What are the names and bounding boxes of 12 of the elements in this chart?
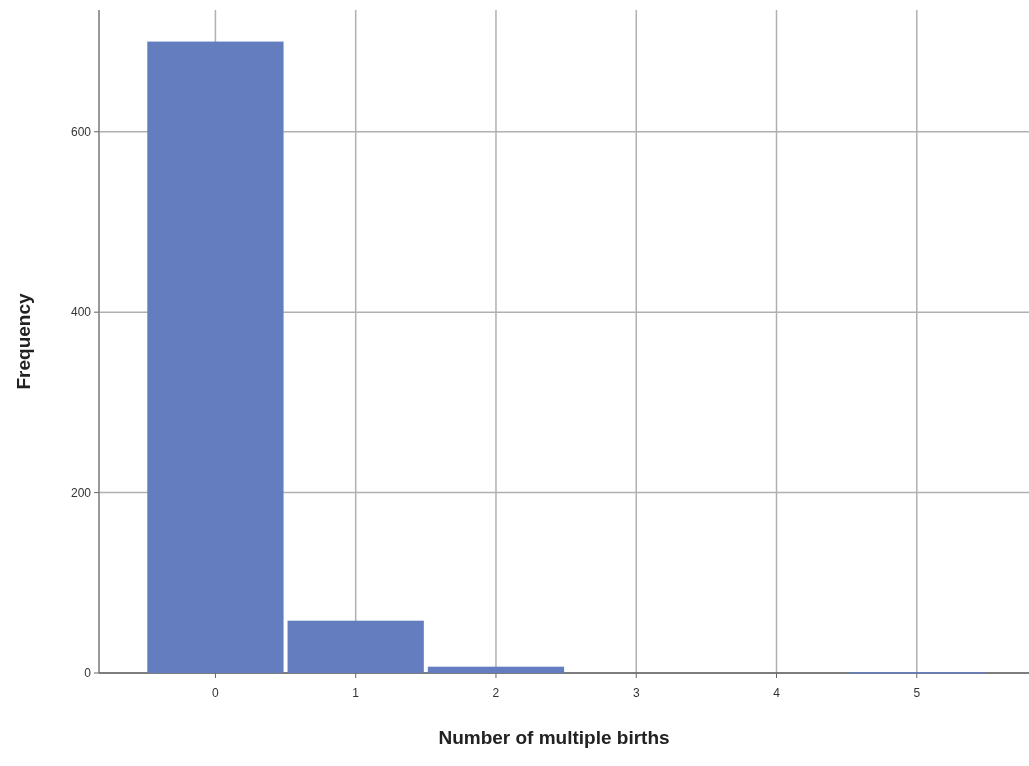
x-tick-label: 5 — [913, 686, 921, 700]
y-axis-title: Frequency — [13, 293, 34, 390]
x-tick-label: 2 — [492, 686, 500, 700]
y-tick-label: 400 — [70, 305, 92, 320]
x-tick-label: 3 — [632, 686, 640, 700]
y-tick-label: 600 — [70, 124, 92, 139]
x-tick-label: 0 — [212, 686, 220, 700]
y-tick-label: 0 — [84, 666, 92, 681]
y-tick-label: 200 — [70, 485, 92, 500]
x-tick-label: 4 — [773, 686, 781, 700]
x-tick-label: 1 — [352, 686, 360, 700]
x-axis-title: Number of multiple births — [438, 727, 670, 748]
